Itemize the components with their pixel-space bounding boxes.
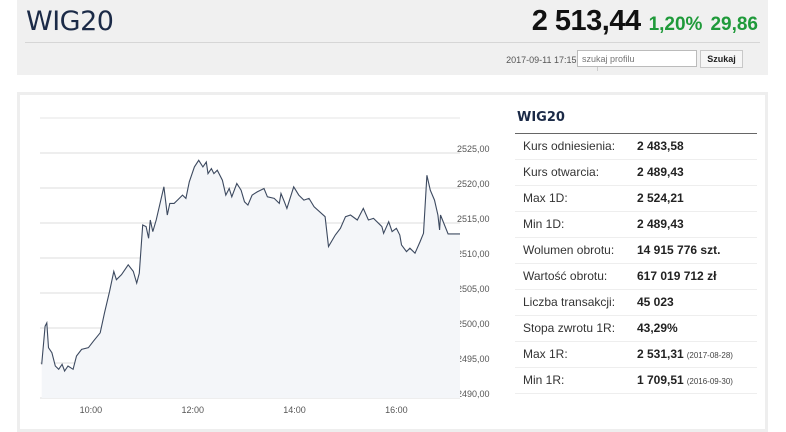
row-label: Min 1D: bbox=[523, 217, 565, 231]
table-row: Max 1R: 2 531,31 (2017-08-28) bbox=[515, 342, 757, 368]
row-value: 2 483,58 bbox=[637, 134, 684, 159]
y-tick-label: 2520,00 bbox=[457, 179, 490, 189]
row-label: Liczba transakcji: bbox=[523, 295, 616, 309]
y-tick-label: 2525,00 bbox=[457, 144, 490, 154]
value-date: (2016-09-30) bbox=[686, 377, 733, 386]
table-row: Wartość obrotu: 617 019 712 zł bbox=[515, 264, 757, 290]
table-row: Stopa zwrotu 1R: 43,29% bbox=[515, 316, 757, 342]
value-date: (2017-08-28) bbox=[686, 351, 733, 360]
value-text: 2 531,31 bbox=[637, 347, 684, 361]
y-tick-label: 2515,00 bbox=[457, 214, 490, 224]
quote-summary: 2 513,44 1,20% 29,86 bbox=[532, 5, 758, 38]
price-line bbox=[41, 159, 460, 373]
search-button[interactable]: Szukaj bbox=[700, 50, 743, 68]
row-label: Wolumen obrotu: bbox=[523, 243, 615, 257]
table-title: WIG20 bbox=[515, 106, 757, 134]
y-tick-label: 2490,00 bbox=[457, 389, 490, 399]
y-tick-label: 2495,00 bbox=[457, 354, 490, 364]
table-row: Max 1D: 2 524,21 bbox=[515, 186, 757, 212]
y-tick-label: 2510,00 bbox=[457, 249, 490, 259]
row-value: 2 524,21 bbox=[637, 186, 684, 211]
index-title: WIG20 bbox=[26, 6, 114, 37]
row-value: 45 023 bbox=[637, 290, 674, 315]
profile-search-input[interactable] bbox=[577, 50, 697, 67]
table-row: Min 1R: 1 709,51 (2016-09-30) bbox=[515, 368, 757, 394]
value-text: 1 709,51 bbox=[637, 373, 684, 387]
table-row: Min 1D: 2 489,43 bbox=[515, 212, 757, 238]
row-label: Kurs odniesienia: bbox=[523, 139, 616, 153]
row-value: 1 709,51 (2016-09-30) bbox=[637, 368, 733, 393]
current-price: 2 513,44 bbox=[531, 5, 641, 37]
price-area bbox=[41, 160, 461, 398]
value-text: 45 023 bbox=[637, 295, 674, 309]
row-label: Kurs otwarcia: bbox=[523, 165, 600, 179]
value-text: 14 915 776 szt. bbox=[637, 243, 721, 257]
y-tick-label: 2505,00 bbox=[457, 284, 490, 294]
quote-header: WIG20 2 513,44 1,20% 29,86 bbox=[17, 0, 768, 75]
table-row: Kurs otwarcia: 2 489,43 bbox=[515, 160, 757, 186]
x-tick-label: 16:00 bbox=[385, 405, 408, 415]
header-divider bbox=[25, 42, 760, 43]
row-value: 14 915 776 szt. bbox=[637, 238, 720, 263]
row-label: Max 1D: bbox=[523, 191, 568, 205]
value-text: 43,29% bbox=[637, 321, 678, 335]
value-text: 2 489,43 bbox=[637, 165, 684, 179]
row-value: 2 489,43 bbox=[637, 160, 684, 185]
table-row: Liczba transakcji: 45 023 bbox=[515, 290, 757, 316]
x-tick-label: 12:00 bbox=[181, 405, 204, 415]
row-label: Max 1R: bbox=[523, 347, 568, 361]
row-label: Wartość obrotu: bbox=[523, 269, 608, 283]
value-text: 2 483,58 bbox=[637, 139, 684, 153]
y-tick-label: 2500,00 bbox=[457, 319, 490, 329]
row-label: Stopa zwrotu 1R: bbox=[523, 321, 616, 335]
value-text: 617 019 712 zł bbox=[637, 269, 717, 283]
intraday-chart[interactable]: 2525,00 2520,00 2515,00 2510,00 2505,00 2500,… bbox=[28, 108, 503, 423]
row-value: 2 531,31 (2017-08-28) bbox=[637, 342, 733, 367]
row-value: 2 489,43 bbox=[637, 212, 684, 237]
row-value: 43,29% bbox=[637, 316, 678, 341]
change-absolute: 29,86 bbox=[710, 14, 758, 35]
table-row: Kurs odniesienia: 2 483,58 bbox=[515, 134, 757, 160]
quote-details-table: WIG20 Kurs odniesienia: 2 483,58 Kurs otwa… bbox=[515, 106, 757, 394]
row-value: 617 019 712 zł bbox=[637, 264, 716, 289]
value-text: 2 489,43 bbox=[637, 217, 684, 231]
table-row: Wolumen obrotu: 14 915 776 szt. bbox=[515, 238, 757, 264]
x-tick-label: 10:00 bbox=[80, 405, 103, 415]
x-tick-label: 14:00 bbox=[283, 405, 306, 415]
value-text: 2 524,21 bbox=[637, 191, 684, 205]
change-percent: 1,20% bbox=[648, 14, 703, 35]
row-label: Min 1R: bbox=[523, 373, 565, 387]
